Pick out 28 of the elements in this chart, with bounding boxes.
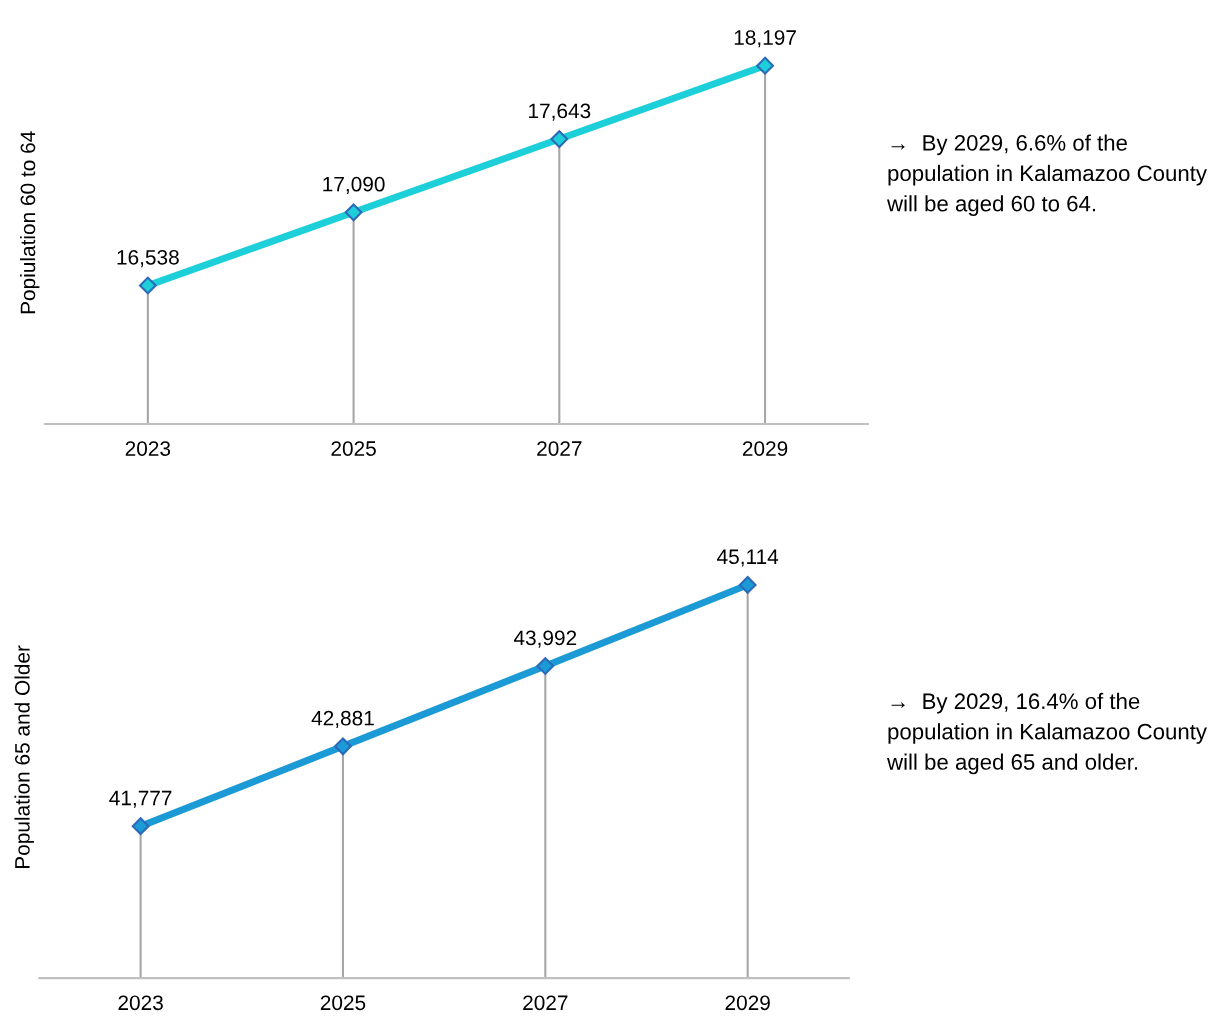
point (131, 817, 150, 836)
x-tick-label: 2029 (742, 441, 788, 456)
x-tick-label: 2023 (118, 995, 163, 1011)
data-label: 18,197 (734, 30, 796, 48)
y-axis-title: Popiulation 60 to 64 (19, 131, 40, 314)
x-tick-label: 2023 (125, 441, 171, 456)
x-tick-label: 2029 (725, 995, 770, 1011)
point (334, 737, 352, 756)
data-label: 42,881 (311, 710, 374, 729)
data-label: 43,992 (513, 630, 577, 648)
point (536, 657, 555, 675)
text: → By 2029, 16.4% of the population in Kalamazoo County will be aged 65 and older. (887, 692, 1207, 775)
x-tick-label: 2025 (331, 441, 376, 456)
point (756, 56, 774, 75)
text: → By 2029, 6.6% of the population in Kalamazoo County will be aged 60 to 64. (887, 134, 1207, 216)
point (344, 203, 363, 222)
data-label: 41,777 (109, 790, 172, 808)
x-tick-label: 2027 (523, 995, 568, 1011)
data-label: 45,114 (717, 549, 779, 567)
y-axis-title: Population 65 and Older (14, 645, 34, 869)
point (550, 130, 569, 148)
point (138, 276, 157, 295)
x-tick-label: 2027 (537, 441, 582, 456)
data-label: 17,643 (529, 103, 591, 121)
data-label: 16,538 (117, 249, 179, 268)
data-label: 17,090 (323, 176, 385, 195)
point (738, 576, 757, 594)
x-tick-label: 2025 (320, 995, 366, 1011)
